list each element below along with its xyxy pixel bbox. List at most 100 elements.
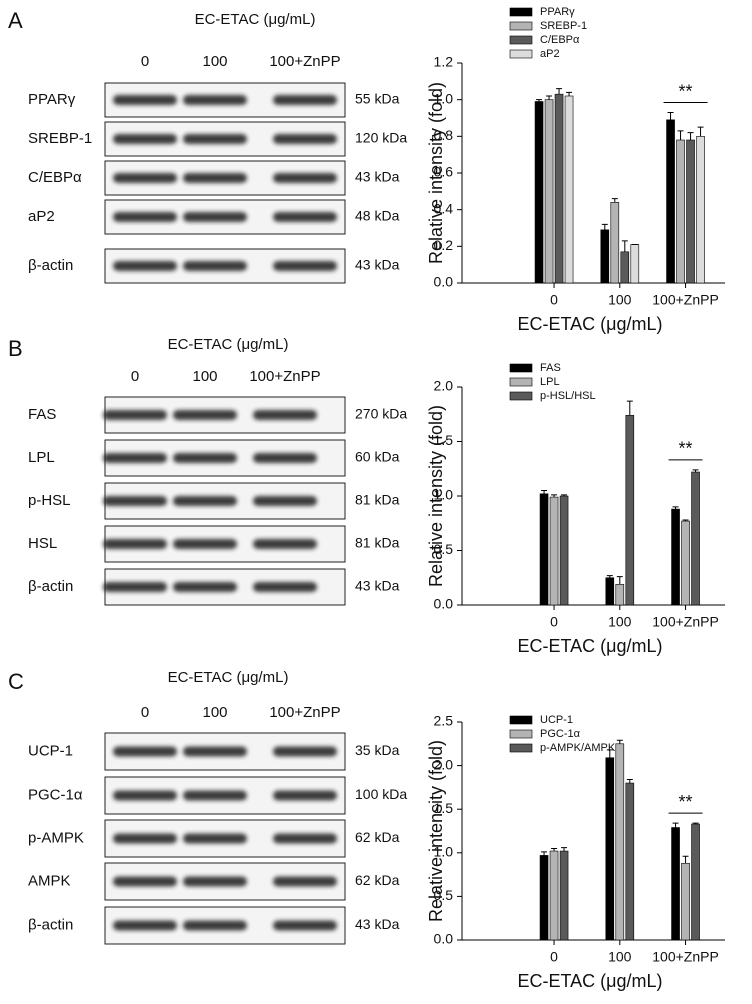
bar bbox=[620, 251, 630, 284]
blot-band bbox=[113, 920, 177, 931]
y-tick-label: 2.0 bbox=[434, 378, 454, 394]
blot-band bbox=[103, 410, 167, 420]
panel-letter: B bbox=[8, 336, 23, 361]
bar bbox=[696, 136, 705, 284]
bar bbox=[605, 757, 615, 941]
y-tick-label: 0.5 bbox=[434, 887, 454, 903]
blot-band bbox=[113, 95, 177, 105]
bar bbox=[666, 119, 675, 284]
x-tick-label: 0 bbox=[550, 949, 558, 965]
lane-label: 0 bbox=[131, 368, 139, 385]
blot-band bbox=[253, 539, 317, 549]
blot-band bbox=[173, 582, 237, 592]
legend-label: LPL bbox=[540, 376, 560, 388]
blot-row-label: p-HSL bbox=[28, 492, 71, 509]
legend-label: PGC-1α bbox=[540, 728, 581, 740]
blot-band bbox=[183, 920, 247, 931]
y-tick-label: 1.0 bbox=[434, 844, 454, 860]
legend-label: PPARγ bbox=[540, 6, 575, 18]
legend-swatch bbox=[509, 363, 533, 373]
legend-swatch bbox=[509, 729, 533, 739]
blot-title: EC-ETAC (μg/mL) bbox=[195, 11, 316, 28]
legend-label: FAS bbox=[540, 362, 561, 374]
blot-band bbox=[113, 212, 177, 222]
kda-label: 43 kDa bbox=[355, 578, 400, 594]
legend-label: SREBP-1 bbox=[540, 20, 587, 32]
error-bar bbox=[672, 822, 679, 828]
error-bar bbox=[616, 739, 623, 744]
y-tick-label: 0.4 bbox=[434, 200, 454, 216]
kda-label: 100 kDa bbox=[355, 786, 407, 802]
bar bbox=[671, 508, 680, 606]
y-tick-label: 1.5 bbox=[434, 800, 454, 816]
blot-band bbox=[183, 212, 247, 222]
kda-label: 62 kDa bbox=[355, 872, 400, 888]
kda-label: 62 kDa bbox=[355, 829, 400, 845]
error-bar bbox=[556, 88, 563, 95]
blot-band bbox=[253, 496, 317, 506]
bar bbox=[610, 202, 620, 284]
kda-label: 43 kDa bbox=[355, 257, 400, 273]
kda-label: 43 kDa bbox=[355, 169, 400, 185]
blot-band bbox=[273, 833, 337, 844]
y-tick-label: 2.0 bbox=[434, 756, 454, 772]
error-bar bbox=[621, 240, 628, 252]
y-tick-label: 0.5 bbox=[434, 541, 454, 557]
bar bbox=[544, 99, 554, 284]
legend-swatch bbox=[509, 21, 533, 31]
blot-row-label: PPARγ bbox=[28, 91, 76, 108]
blot-band bbox=[173, 496, 237, 506]
bar bbox=[686, 139, 695, 284]
x-tick-label: 100 bbox=[608, 292, 632, 308]
blot-band bbox=[273, 790, 337, 801]
kda-label: 60 kDa bbox=[355, 449, 400, 465]
blot-title: EC-ETAC (μg/mL) bbox=[168, 669, 289, 686]
error-bar bbox=[561, 494, 568, 496]
significance-label: ** bbox=[679, 792, 693, 812]
legend-swatch bbox=[509, 49, 533, 59]
bar bbox=[625, 782, 635, 941]
blot-row-label: aP2 bbox=[28, 208, 55, 225]
blot-band bbox=[173, 410, 237, 420]
blot-band bbox=[273, 261, 337, 271]
error-bar bbox=[546, 95, 553, 100]
lane-label: 100+ZnPP bbox=[269, 53, 340, 70]
error-bar bbox=[616, 576, 623, 585]
y-tick-label: 1.5 bbox=[434, 432, 454, 448]
legend-swatch bbox=[509, 391, 533, 401]
x-axis-title: EC-ETAC (μg/mL) bbox=[517, 314, 662, 334]
blot-band bbox=[273, 173, 337, 183]
blot-row-label: UCP-1 bbox=[28, 742, 73, 759]
error-bar bbox=[536, 99, 543, 102]
x-tick-label: 100 bbox=[608, 949, 632, 965]
blot-row-label: LPL bbox=[28, 449, 55, 466]
blot-band bbox=[183, 790, 247, 801]
y-tick-label: 0.0 bbox=[434, 274, 454, 290]
x-tick-label: 100+ZnPP bbox=[652, 949, 719, 965]
error-bar bbox=[626, 400, 633, 416]
blot-band bbox=[273, 920, 337, 931]
bar bbox=[671, 827, 680, 941]
legend-swatch bbox=[509, 7, 533, 17]
x-tick-label: 100 bbox=[608, 614, 632, 630]
bar bbox=[681, 520, 690, 606]
blot-band bbox=[113, 833, 177, 844]
blot-band bbox=[173, 539, 237, 549]
blot-band bbox=[113, 134, 177, 144]
y-axis-title: Relative intensity (fold) bbox=[426, 405, 446, 587]
blot-band bbox=[183, 95, 247, 105]
lane-label: 0 bbox=[141, 53, 149, 70]
legend-label: p-AMPK/AMPK bbox=[540, 742, 616, 754]
kda-label: 81 kDa bbox=[355, 492, 400, 508]
bar bbox=[681, 862, 690, 941]
bar bbox=[539, 855, 549, 941]
error-bar bbox=[551, 847, 558, 852]
bar bbox=[625, 415, 635, 606]
blot-band bbox=[113, 173, 177, 183]
error-bar bbox=[606, 575, 613, 578]
blot-row-label: β-actin bbox=[28, 916, 73, 933]
blot-row-label: C/EBPα bbox=[28, 169, 82, 186]
legend-swatch bbox=[509, 377, 533, 387]
bar bbox=[559, 495, 569, 606]
blot-band bbox=[103, 582, 167, 592]
